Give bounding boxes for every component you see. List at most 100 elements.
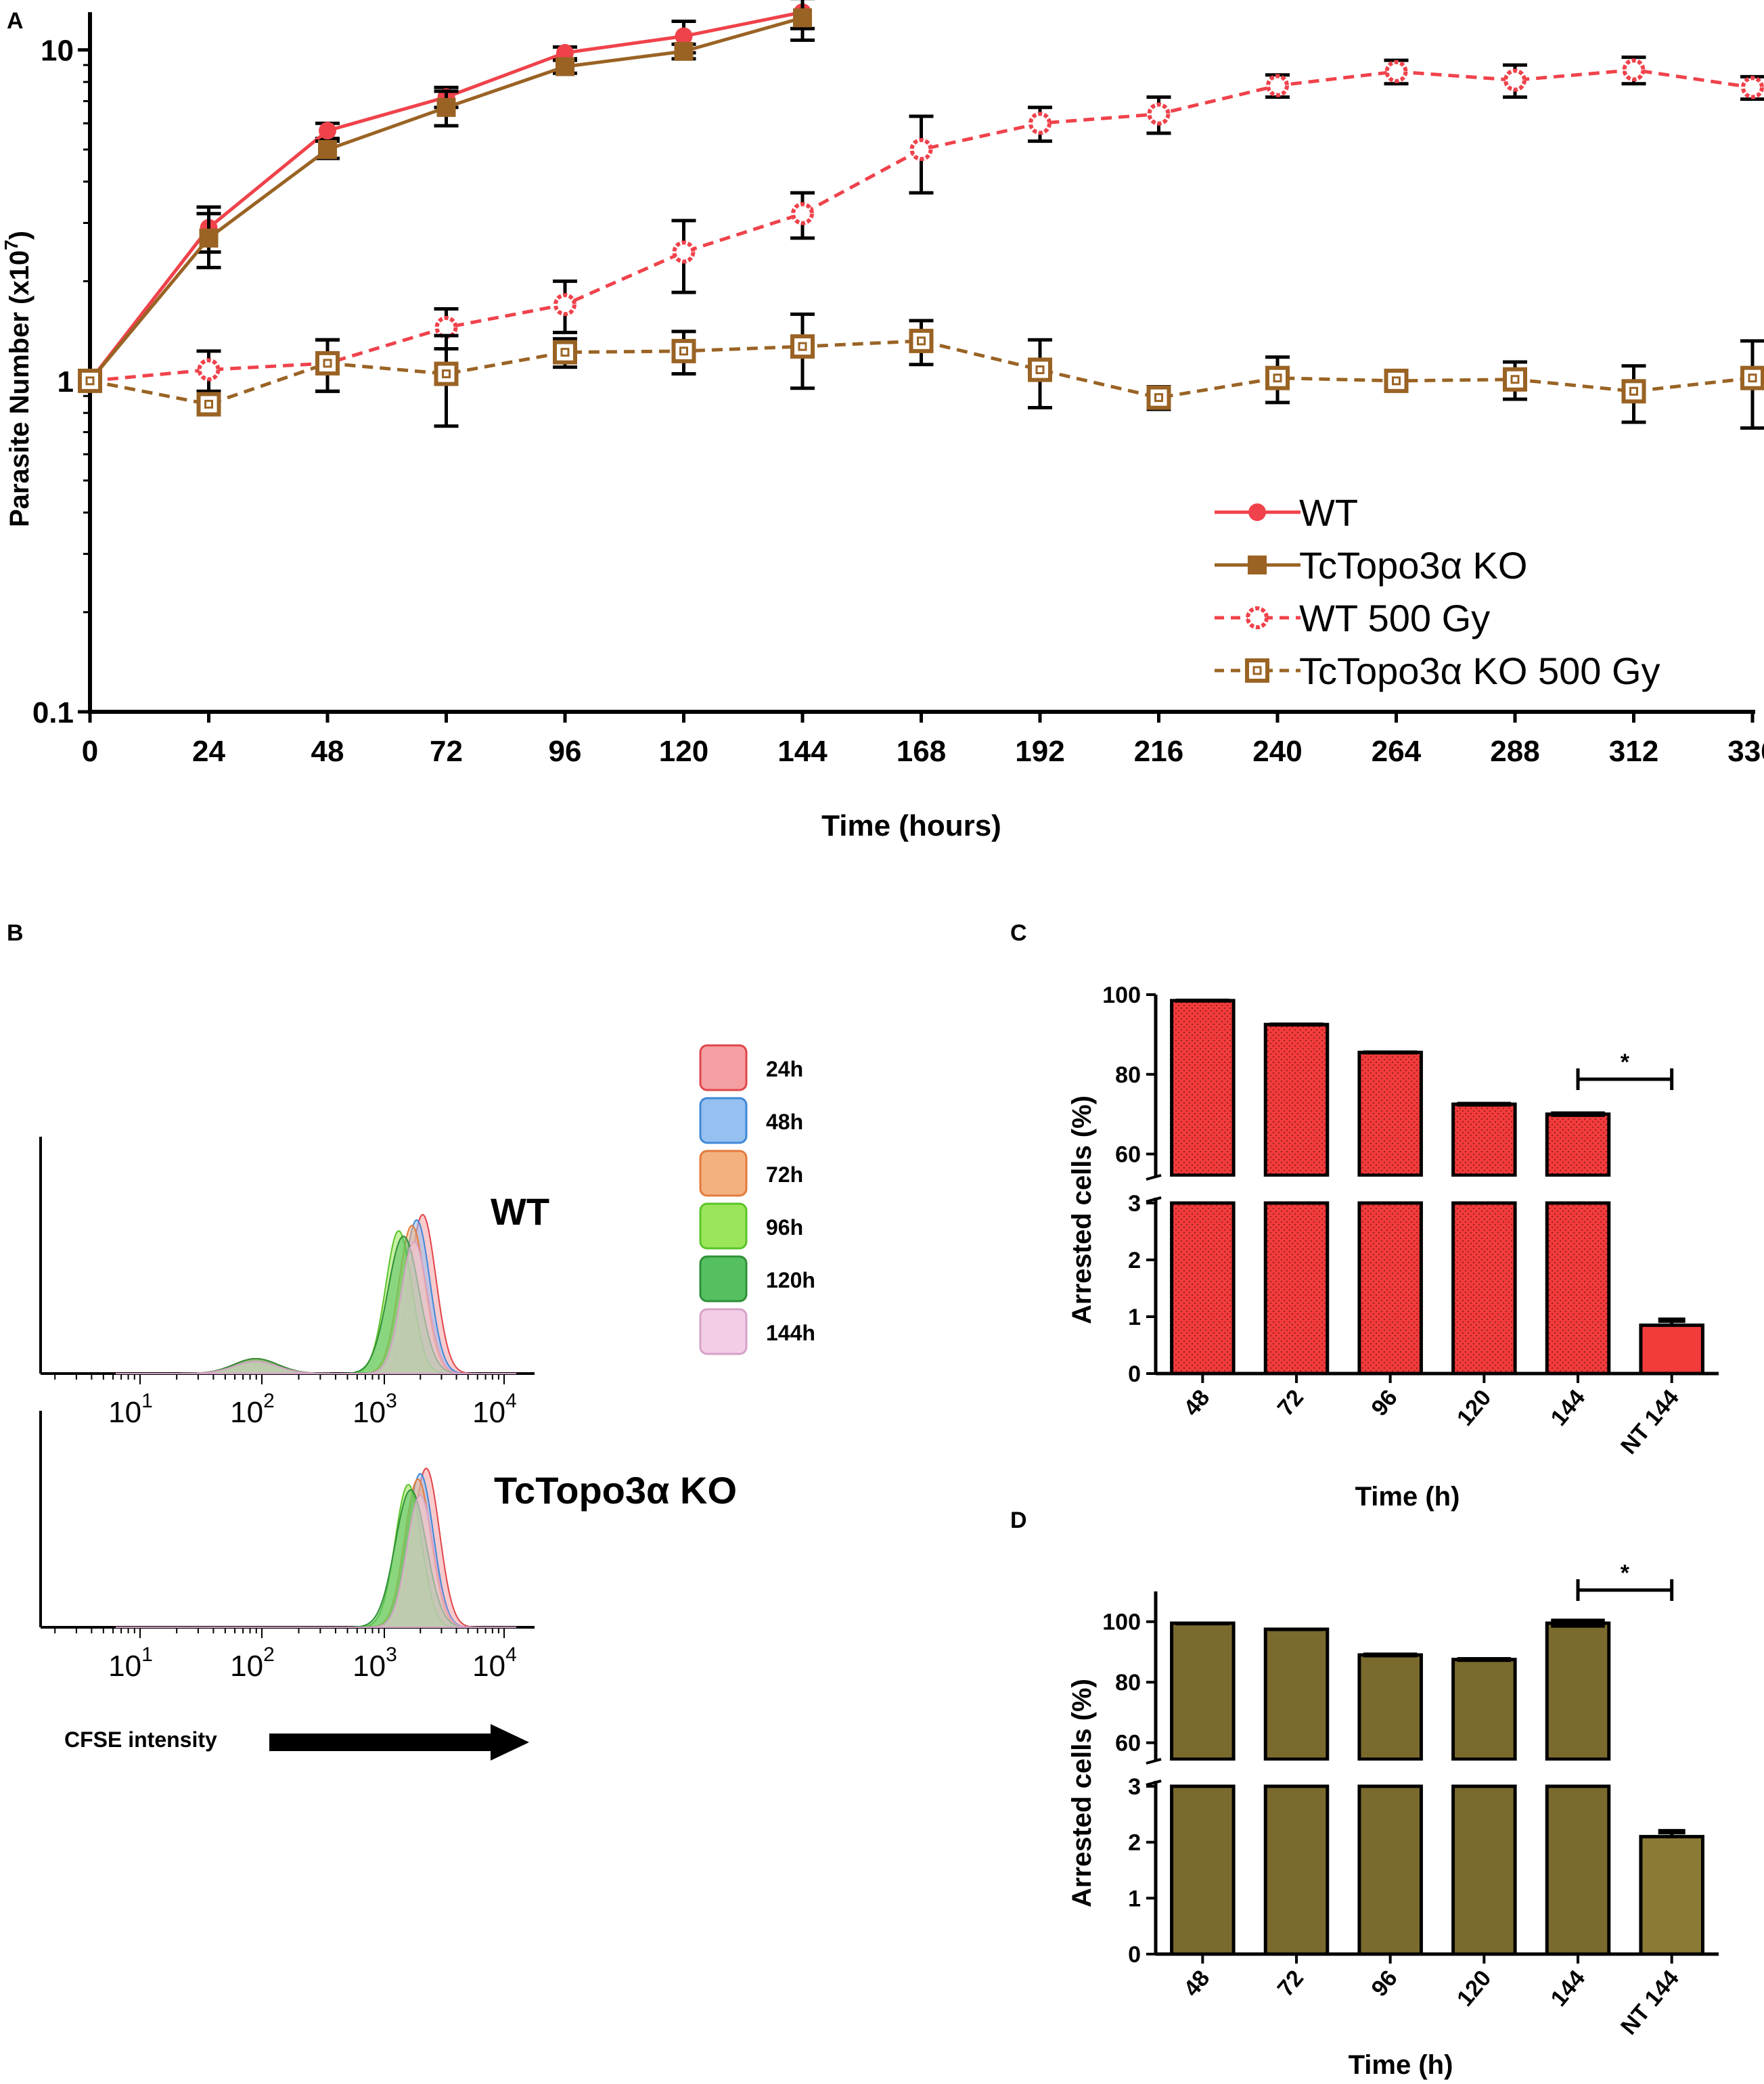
data-point-inner bbox=[1510, 375, 1520, 384]
bar-96-lower bbox=[1357, 1784, 1423, 1956]
y-tick-label: 3 bbox=[1128, 1774, 1141, 1800]
data-point-inner bbox=[1273, 373, 1282, 383]
axis-break-gap bbox=[1135, 1177, 1725, 1195]
panel-c-y-axis-label: Arrested cells (%) bbox=[1067, 1095, 1097, 1324]
panel-c-plot: 0 1 2 3 60 80 100 48 72 96 120 144 NT 144 * bbox=[1102, 982, 1725, 1459]
bar-120-lower bbox=[1451, 1201, 1517, 1376]
histogram-72h bbox=[116, 1224, 516, 1374]
bar-48-upper bbox=[1170, 1621, 1236, 1761]
hist-tick-label: 104 bbox=[472, 1644, 517, 1683]
data-point bbox=[1503, 68, 1526, 92]
data-point bbox=[556, 57, 574, 76]
panel-a-x-tick-label: 312 bbox=[1609, 735, 1658, 768]
x-tick-label: 120 bbox=[1452, 1385, 1497, 1431]
y-tick-label: 60 bbox=[1115, 1731, 1141, 1757]
data-point-inner bbox=[679, 346, 688, 356]
data-point-inner bbox=[1748, 373, 1757, 383]
histogram-120h bbox=[116, 1489, 516, 1628]
data-point bbox=[791, 202, 814, 225]
histogram-48h bbox=[116, 1472, 516, 1628]
histogram-96h bbox=[116, 1483, 516, 1628]
bar-96-lower bbox=[1357, 1201, 1423, 1376]
bar-144-upper bbox=[1545, 1621, 1611, 1761]
data-point bbox=[1740, 365, 1764, 390]
axis-break-mark bbox=[1146, 1174, 1162, 1181]
legend-label: 72h bbox=[766, 1162, 803, 1187]
panel-c-x-axis-label: Time (h) bbox=[1355, 1482, 1460, 1512]
error-bar bbox=[1457, 1102, 1512, 1107]
y-tick-label: 0 bbox=[1128, 1942, 1141, 1968]
series-3 bbox=[78, 312, 1764, 430]
panel-a-x-tick-label: 216 bbox=[1134, 735, 1183, 768]
hist-tick-label: 102 bbox=[230, 1390, 275, 1429]
x-tick-label: 72 bbox=[1273, 1385, 1309, 1421]
data-point bbox=[434, 361, 459, 386]
legend-swatch bbox=[699, 1255, 748, 1302]
axis-break-mark bbox=[1146, 1196, 1162, 1203]
bar-120-upper bbox=[1451, 1658, 1517, 1761]
legend-label: 144h bbox=[766, 1321, 815, 1345]
panel-b-plots: 101 102 103 104 101 102 103 104 bbox=[39, 1137, 535, 1683]
data-point-inner bbox=[1629, 386, 1638, 396]
panel-b-x-axis-label: CFSE intensity bbox=[64, 1727, 217, 1752]
error-bar bbox=[1457, 1657, 1512, 1662]
panel-a-x-tick-label: 240 bbox=[1252, 735, 1302, 768]
data-point-inner bbox=[204, 399, 213, 409]
bar-72-upper bbox=[1263, 1627, 1330, 1761]
panel-a-x-tick-label: 96 bbox=[549, 735, 582, 768]
histogram-24h bbox=[116, 1213, 516, 1374]
data-point bbox=[1384, 60, 1408, 83]
y-tick-label: 3 bbox=[1128, 1191, 1141, 1217]
data-point bbox=[78, 368, 102, 393]
data-point bbox=[196, 392, 221, 417]
error-bar bbox=[1363, 1050, 1418, 1055]
panel-a-x-tick-label: 288 bbox=[1490, 735, 1539, 768]
data-point bbox=[793, 8, 812, 28]
bar-96-upper bbox=[1357, 1653, 1423, 1761]
data-point-inner bbox=[798, 342, 807, 351]
y-tick-label: 80 bbox=[1115, 1670, 1141, 1696]
series-line bbox=[89, 339, 1753, 406]
legend-swatch bbox=[699, 1150, 748, 1197]
y-tick-label: 100 bbox=[1102, 1610, 1141, 1635]
data-point bbox=[318, 139, 337, 159]
hist-tick-label: 102 bbox=[230, 1644, 275, 1683]
y-tick-label: 80 bbox=[1115, 1062, 1141, 1088]
legend-label: WT bbox=[1299, 491, 1358, 534]
panel-a-x-tick-label: 168 bbox=[897, 735, 946, 768]
error-bar bbox=[1175, 998, 1230, 1003]
hist-tick-label: 103 bbox=[353, 1390, 397, 1429]
panel-a-x-tick-label: 120 bbox=[659, 735, 708, 768]
data-point-inner bbox=[323, 359, 332, 368]
data-point bbox=[1146, 385, 1171, 410]
bar-48-lower bbox=[1170, 1784, 1236, 1956]
data-point bbox=[1621, 379, 1646, 404]
panel-a-x-tick-label: 0 bbox=[82, 735, 98, 768]
panel-b-wt-label: WT bbox=[491, 1190, 549, 1233]
hist-tick-label: 104 bbox=[472, 1390, 517, 1429]
x-tick-label: 48 bbox=[1179, 1385, 1215, 1421]
legend-label: 96h bbox=[766, 1215, 803, 1240]
axis-break-mark bbox=[1146, 1758, 1162, 1765]
bar-48-lower bbox=[1170, 1201, 1236, 1376]
panel-a-series bbox=[78, 0, 1764, 430]
series-2 bbox=[78, 55, 1764, 393]
data-point bbox=[1622, 58, 1646, 82]
x-tick-label: 72 bbox=[1273, 1966, 1309, 2001]
data-point-inner bbox=[917, 336, 926, 346]
error-bar bbox=[1175, 1622, 1230, 1626]
legend-swatch bbox=[699, 1097, 748, 1144]
bar-NT 144-lower bbox=[1639, 1834, 1704, 1956]
hist-tick-label: 101 bbox=[108, 1390, 153, 1429]
wt-histogram: 101 102 103 104 bbox=[39, 1137, 535, 1429]
error-bar bbox=[1269, 1627, 1324, 1631]
panel-a-y-tick-label: 0.1 bbox=[32, 696, 74, 729]
panel-a-x-tick-label: 24 bbox=[192, 735, 225, 768]
data-point bbox=[674, 41, 694, 61]
bar-72-lower bbox=[1263, 1784, 1330, 1956]
legend-label: 48h bbox=[766, 1110, 803, 1134]
panel-c-letter: C bbox=[1010, 920, 1027, 946]
data-point bbox=[315, 350, 340, 376]
legend-marker bbox=[1248, 503, 1266, 521]
